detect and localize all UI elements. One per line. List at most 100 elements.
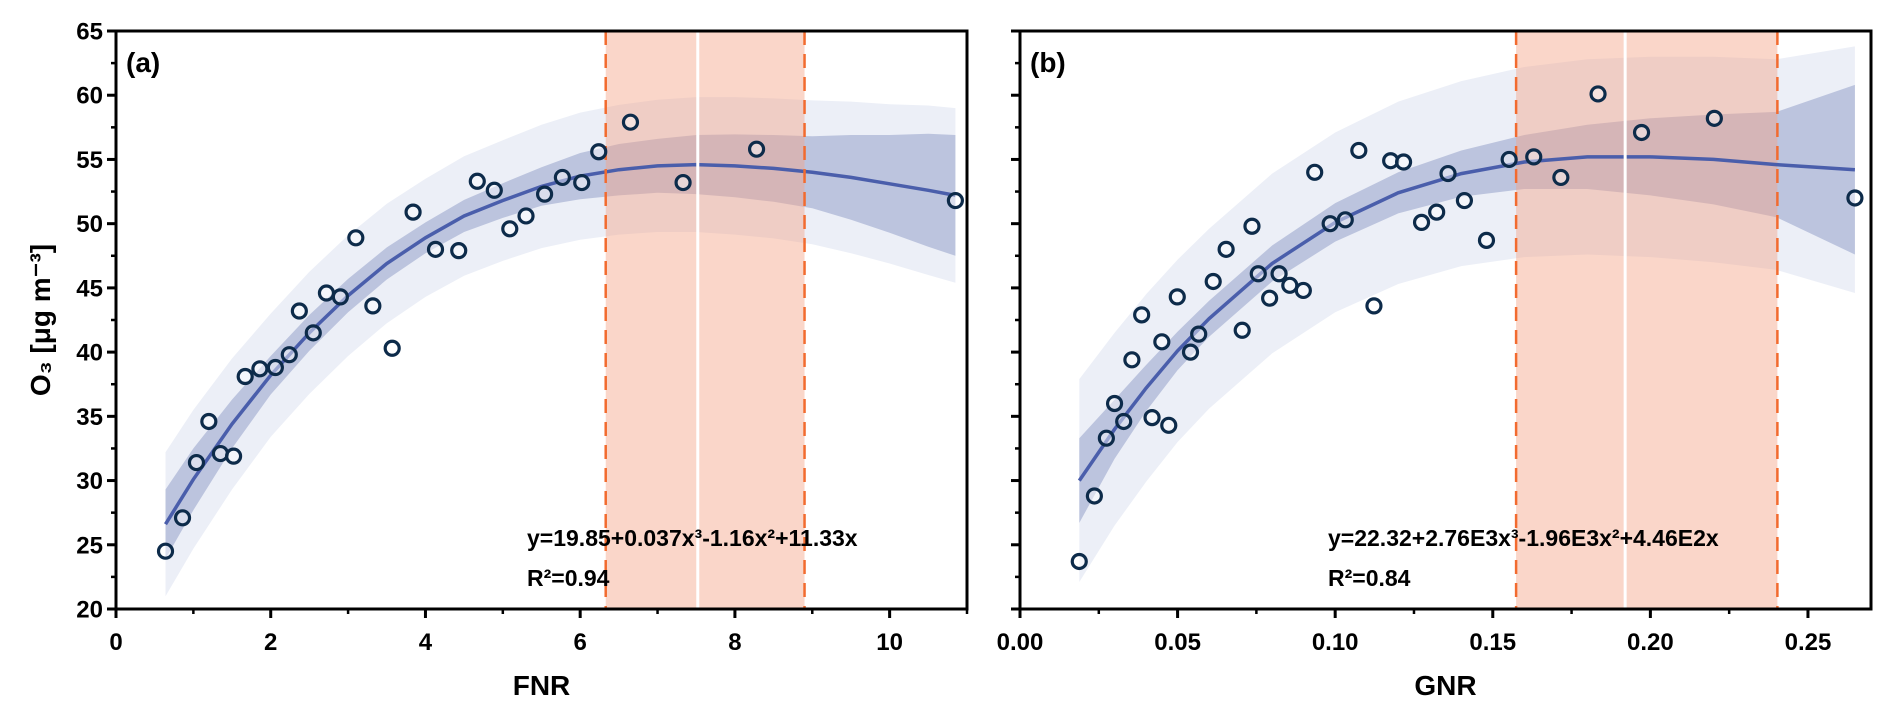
x-tick-label: 0.10 bbox=[1312, 629, 1359, 656]
y-tick-label: 55 bbox=[76, 147, 103, 174]
data-point bbox=[450, 242, 468, 260]
data-point bbox=[1249, 265, 1267, 283]
data-point bbox=[946, 191, 964, 210]
data-point bbox=[1070, 552, 1088, 571]
y-axis-title: O₃ [μg m⁻³] bbox=[25, 244, 56, 396]
highlight-range bbox=[605, 31, 805, 609]
panel-a: 0 2 4 6 8 10 20 25 30 35 40 45 50 55 60 65 FNR (a) y=19.85… bbox=[76, 19, 969, 701]
data-point bbox=[187, 453, 206, 472]
data-point bbox=[1133, 306, 1151, 324]
x-tick-label: 0.15 bbox=[1469, 629, 1516, 656]
confidence-band bbox=[165, 133, 956, 559]
data-point bbox=[501, 220, 519, 238]
data-point bbox=[1350, 141, 1368, 160]
highlight-range bbox=[1516, 31, 1778, 609]
data-point bbox=[1085, 487, 1103, 505]
data-point bbox=[1281, 276, 1299, 294]
y-tick-label: 40 bbox=[76, 340, 103, 367]
data-point bbox=[280, 346, 298, 364]
data-point bbox=[404, 203, 422, 221]
y-tick-label: 35 bbox=[76, 404, 103, 431]
fit-line bbox=[1077, 155, 1856, 482]
data-point bbox=[426, 240, 445, 258]
x-axis-title: FNR bbox=[513, 670, 571, 701]
data-point bbox=[1321, 215, 1339, 233]
x-tick-label: 0 bbox=[109, 629, 122, 656]
data-point bbox=[383, 339, 401, 357]
x-tick-label: 0.05 bbox=[1154, 629, 1201, 656]
x-tick-label: 0.25 bbox=[1785, 629, 1832, 656]
data-point bbox=[224, 447, 243, 465]
y-tick-label: 30 bbox=[76, 468, 103, 495]
r-squared: R²=0.84 bbox=[1328, 565, 1411, 591]
data-point bbox=[1123, 351, 1141, 369]
x-tick-label: 0.00 bbox=[997, 629, 1044, 656]
data-point bbox=[1439, 164, 1457, 183]
data-point bbox=[1160, 416, 1178, 434]
data-point bbox=[1181, 343, 1200, 361]
data-point bbox=[1552, 168, 1570, 187]
data-point bbox=[535, 185, 554, 203]
data-point bbox=[1632, 123, 1651, 142]
prediction-band bbox=[165, 97, 956, 597]
data-point bbox=[1500, 150, 1518, 169]
panel-label: (a) bbox=[126, 47, 160, 78]
data-point bbox=[251, 360, 269, 378]
data-point bbox=[1394, 153, 1413, 171]
y-tick-label: 45 bbox=[76, 275, 103, 302]
data-point bbox=[573, 173, 591, 192]
data-point bbox=[304, 324, 322, 342]
panel-b: 0.00 0.05 0.10 0.15 0.20 0.25 GNR (b) y=22.32+2.… bbox=[997, 29, 1873, 701]
data-point bbox=[1190, 325, 1208, 343]
data-point bbox=[1168, 288, 1186, 306]
confidence-band bbox=[1079, 84, 1855, 523]
y-tick-label: 60 bbox=[76, 83, 103, 110]
y-tick-label: 65 bbox=[76, 19, 103, 46]
data-point bbox=[1705, 109, 1723, 127]
fit-equation: y=22.32+2.76E3x³-1.96E3x²+4.46E2x bbox=[1328, 525, 1719, 551]
y-tick-label: 20 bbox=[76, 597, 103, 624]
x-tick-label: 2 bbox=[264, 629, 277, 656]
data-point bbox=[173, 509, 192, 527]
data-point bbox=[317, 284, 336, 302]
data-point bbox=[347, 229, 365, 247]
data-point bbox=[156, 542, 175, 560]
data-point bbox=[621, 113, 640, 131]
data-point bbox=[1217, 240, 1235, 258]
data-point bbox=[1105, 394, 1124, 413]
data-point bbox=[1525, 148, 1543, 166]
data-point bbox=[1846, 189, 1864, 207]
y-tick-label: 25 bbox=[76, 532, 103, 559]
data-point bbox=[485, 181, 503, 199]
data-point bbox=[553, 168, 571, 187]
data-point bbox=[674, 173, 692, 192]
data-point bbox=[747, 140, 766, 158]
data-point bbox=[1412, 213, 1431, 231]
x-tick-label: 0.20 bbox=[1627, 629, 1674, 656]
data-point bbox=[1204, 272, 1222, 291]
y-tick-label: 50 bbox=[76, 211, 103, 238]
data-point bbox=[364, 297, 382, 315]
data-point bbox=[1097, 429, 1115, 447]
data-point bbox=[1477, 231, 1496, 249]
data-point bbox=[331, 288, 349, 306]
data-point bbox=[1455, 191, 1474, 210]
r-squared: R²=0.94 bbox=[527, 565, 610, 591]
data-point bbox=[1428, 203, 1446, 221]
data-point bbox=[1589, 85, 1607, 103]
data-point bbox=[1270, 265, 1288, 283]
data-point bbox=[1243, 217, 1261, 235]
data-point bbox=[236, 367, 254, 386]
data-point bbox=[468, 172, 486, 190]
data-point bbox=[266, 358, 284, 377]
data-point bbox=[1233, 321, 1251, 339]
data-point bbox=[200, 412, 218, 431]
data-point bbox=[1143, 409, 1161, 427]
data-point bbox=[517, 207, 535, 225]
x-tick-label: 10 bbox=[876, 629, 903, 656]
data-point bbox=[1365, 297, 1383, 315]
x-tick-label: 4 bbox=[419, 629, 433, 656]
data-point bbox=[590, 143, 608, 161]
data-point bbox=[1294, 281, 1312, 300]
